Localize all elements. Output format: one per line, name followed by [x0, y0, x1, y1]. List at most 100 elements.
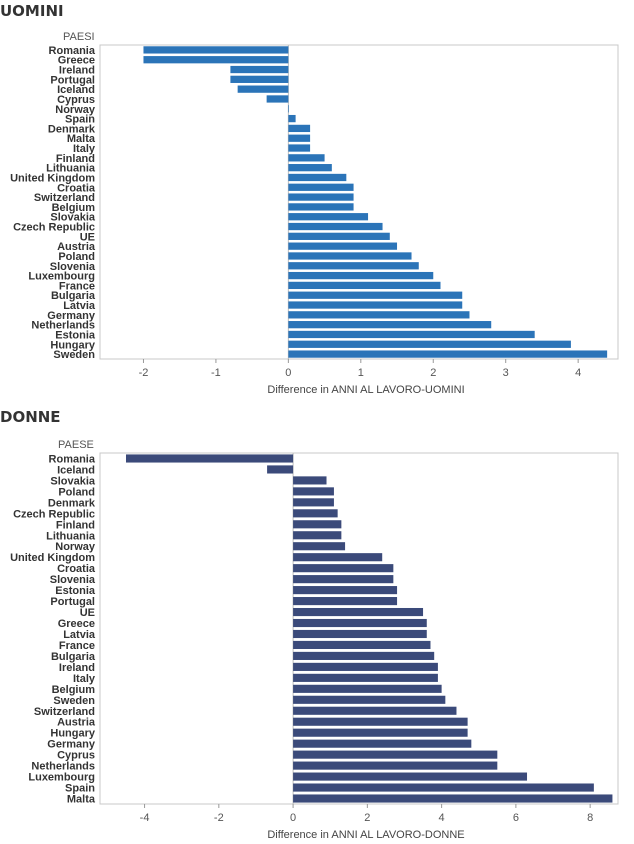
women-bar-latvia: [293, 629, 427, 639]
men-x-tick-label: 3: [503, 367, 509, 379]
men-category-label: Malta: [67, 133, 96, 145]
women-bar-czech-republic: [293, 509, 338, 518]
women-category-label: Netherlands: [31, 761, 95, 773]
men-bar-poland: [288, 252, 412, 260]
women-x-tick-label: -2: [214, 812, 224, 824]
men-bar-luxembourg: [288, 271, 434, 280]
men-category-label: Slovenia: [50, 261, 96, 273]
men-category-label: Hungary: [50, 339, 96, 351]
men-category-label: Slovakia: [50, 212, 96, 224]
women-category-label: Finland: [56, 519, 95, 531]
women-category-label: Latvia: [63, 629, 96, 641]
women-bar-portugal: [293, 597, 398, 606]
men-bar-estonia: [288, 330, 535, 339]
men-bar-cyprus: [266, 95, 289, 103]
men-category-label: Spain: [65, 114, 95, 126]
men-bar-bulgaria: [288, 291, 463, 299]
women-x-tick-label: 2: [364, 812, 370, 824]
women-bar-slovenia: [293, 575, 394, 584]
men-x-tick-label: -1: [211, 367, 221, 379]
women-category-label: Germany: [47, 739, 96, 751]
men-bar-malta: [288, 134, 311, 142]
women-bar-hungary: [293, 728, 468, 737]
women-bar-finland: [293, 520, 342, 529]
men-category-label: Iceland: [57, 84, 95, 96]
men-x-tick-label: -2: [139, 367, 149, 379]
women-bar-united-kingdom: [293, 553, 383, 562]
men-bar-finland: [288, 154, 325, 162]
men-category-label: Lithuania: [46, 163, 96, 175]
women-category-label: Spain: [65, 783, 95, 795]
men-bar-hungary: [288, 340, 571, 348]
men-bar-iceland: [237, 85, 289, 93]
men-bar-lithuania: [288, 164, 332, 172]
women-category-label: Switzerland: [34, 706, 95, 718]
women-category-label: Lithuania: [46, 530, 96, 542]
women-category-label: Slovenia: [50, 574, 96, 586]
men-category-label: Romania: [49, 45, 96, 57]
men-category-label: Poland: [58, 251, 95, 263]
men-bar-france: [288, 281, 441, 290]
men-category-label: Belgium: [52, 202, 96, 214]
women-bar-lithuania: [293, 531, 342, 540]
men-bar-norway: [288, 105, 289, 113]
men-category-label: Denmark: [48, 123, 96, 135]
men-category-label: Luxembourg: [28, 271, 95, 283]
women-bar-norway: [293, 542, 346, 551]
women-x-tick-label: 8: [587, 812, 593, 824]
section-title-men: UOMINI: [0, 2, 64, 20]
women-bar-netherlands: [293, 761, 498, 770]
men-category-label: Norway: [55, 104, 96, 116]
men-bar-ireland: [230, 65, 289, 74]
men-category-label: Switzerland: [34, 192, 95, 204]
women-bar-austria: [293, 717, 468, 726]
women-category-label: Malta: [67, 794, 96, 806]
women-bar-belgium: [293, 684, 442, 693]
women-x-axis-title: Difference in ANNI AL LAVORO-DONNE: [267, 829, 464, 841]
women-category-label: Portugal: [50, 596, 95, 608]
women-bar-malta: [293, 794, 613, 803]
women-category-label: Austria: [57, 717, 96, 729]
men-bar-united-kingdom: [288, 173, 347, 182]
men-bar-germany: [288, 311, 470, 319]
women-bar-switzerland: [293, 706, 457, 715]
men-bar-switzerland: [288, 193, 354, 201]
men-bar-croatia: [288, 183, 354, 191]
men-bar-denmark: [288, 124, 311, 133]
men-bar-latvia: [288, 301, 463, 309]
men-category-label: Germany: [47, 310, 96, 322]
men-category-label: Austria: [57, 241, 96, 253]
women-category-label: United Kingdom: [10, 552, 95, 564]
women-category-label: Belgium: [52, 684, 96, 696]
women-bar-slovakia: [293, 476, 327, 485]
men-bar-ue: [288, 232, 390, 240]
men-bar-netherlands: [288, 321, 492, 329]
men-x-axis-title: Difference in ANNI AL LAVORO-UOMINI: [267, 384, 464, 396]
women-category-label: Luxembourg: [28, 772, 95, 784]
men-category-label: Ireland: [59, 65, 95, 77]
chart-men: PAESI RomaniaGreeceIrelandPortugalIceland…: [10, 31, 619, 396]
women-category-label: Estonia: [55, 585, 96, 597]
women-category-label: Poland: [58, 486, 95, 498]
women-bar-denmark: [293, 498, 334, 507]
men-bar-slovakia: [288, 213, 369, 221]
women-bar-bulgaria: [293, 651, 435, 660]
women-x-tick-label: -4: [140, 812, 150, 824]
men-category-label: UE: [80, 231, 95, 243]
men-category-label: Italy: [73, 143, 96, 155]
men-category-label: Estonia: [55, 329, 96, 341]
women-category-label: Italy: [73, 673, 96, 685]
women-category-label: Ireland: [59, 662, 95, 674]
women-category-label: Cyprus: [57, 750, 95, 762]
men-x-tick-label: 4: [575, 367, 581, 379]
women-bar-poland: [293, 487, 334, 496]
men-bar-belgium: [288, 203, 354, 211]
men-category-label: Netherlands: [31, 320, 95, 332]
women-category-label: UE: [80, 607, 95, 619]
women-bar-ireland: [293, 662, 438, 671]
men-bar-italy: [288, 144, 311, 152]
men-bar-czech-republic: [288, 222, 383, 231]
men-category-label: Greece: [58, 55, 95, 67]
women-category-label: Hungary: [50, 728, 96, 740]
